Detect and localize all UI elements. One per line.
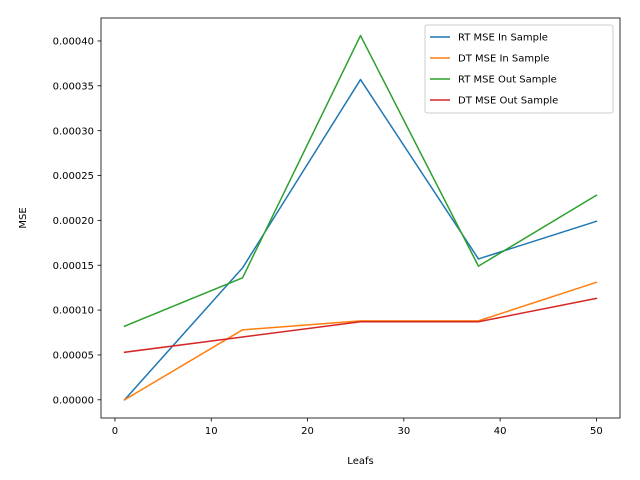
y-tick-label: 0.00020 <box>53 216 94 227</box>
legend-label: RT MSE In Sample <box>458 33 548 44</box>
y-tick-label: 0.00015 <box>53 261 94 272</box>
x-tick-label: 20 <box>301 426 314 437</box>
series-line-1 <box>123 78 598 401</box>
axes-frame <box>100 17 621 419</box>
legend-label: DT MSE In Sample <box>458 54 549 65</box>
x-tick-label: 50 <box>590 426 603 437</box>
series-line-3 <box>123 34 598 328</box>
series-line-4 <box>123 297 598 354</box>
y-axis-label: MSE <box>18 207 29 228</box>
y-tick-label: 0.00040 <box>53 37 94 48</box>
x-tick-label: 30 <box>397 426 410 437</box>
y-tick-label: 0.00035 <box>53 81 94 92</box>
x-tick-label: 10 <box>205 426 218 437</box>
y-tick-label: 0.00025 <box>53 171 94 182</box>
y-tick-label: 0.00010 <box>53 306 94 317</box>
x-tick-label: 0 <box>112 426 118 437</box>
legend-label: RT MSE Out Sample <box>458 75 557 86</box>
legend: RT MSE In Sample DT MSE In Sample RT MSE O… <box>424 24 614 114</box>
y-tick-label: 0.00005 <box>53 351 94 362</box>
x-tick-label: 40 <box>494 426 507 437</box>
y-tick-label: 0.00030 <box>53 126 94 137</box>
series-line-2 <box>123 281 598 401</box>
legend-frame <box>424 24 614 114</box>
x-axis-label: Leafs <box>347 456 373 467</box>
y-tick-label: 0.00000 <box>53 395 94 406</box>
legend-label: DT MSE Out Sample <box>458 96 558 107</box>
plot-area: 0 10 20 30 40 50 0.00000 0.00005 0.00010 0.00015 0… <box>53 17 621 437</box>
